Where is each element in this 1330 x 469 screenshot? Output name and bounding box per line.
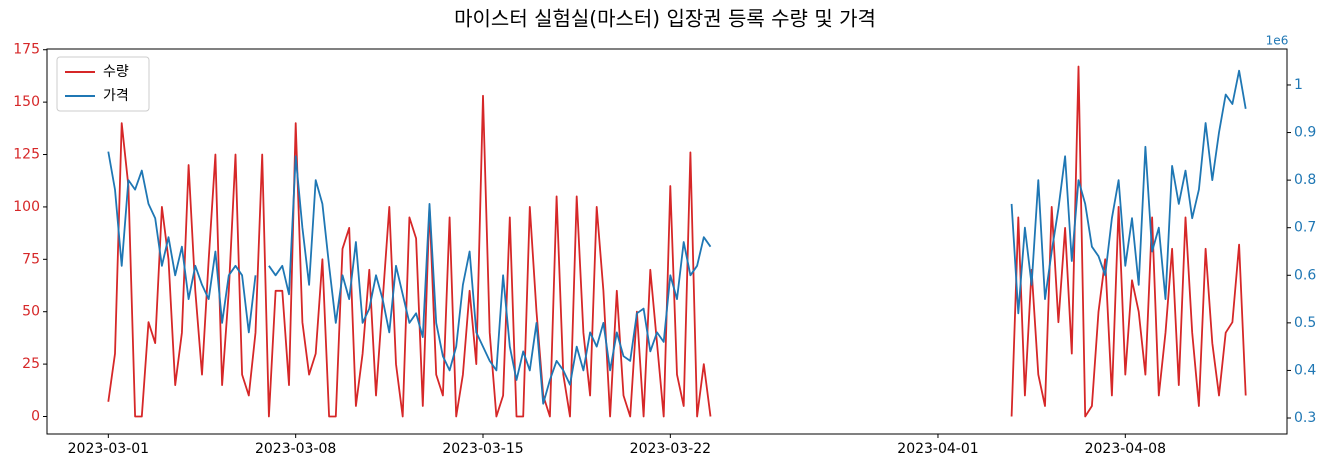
legend-box: [56, 56, 150, 112]
y-tick-label: 100: [13, 199, 40, 215]
y2-tick-label: 0.5: [1294, 315, 1316, 331]
y2-tick-label: 0.9: [1294, 125, 1316, 141]
chart-title: 마이스터 실험실(마스터) 입장권 등록 수량 및 가격: [454, 7, 876, 31]
x-tick-label: 2023-03-01: [68, 441, 149, 457]
x-tick-label: 2023-03-15: [442, 441, 523, 457]
legend-label: 가격: [103, 88, 129, 104]
y-tick-label: 25: [22, 356, 40, 372]
y2-tick-label: 0.7: [1294, 220, 1316, 236]
y2-tick-label: 0.3: [1294, 410, 1316, 426]
y-tick-label: 0: [31, 409, 40, 425]
y-tick-label: 75: [22, 251, 40, 267]
y-tick-label: 125: [13, 147, 40, 163]
x-tick-label: 2023-03-22: [630, 441, 711, 457]
legend-label: 수량: [103, 64, 129, 80]
y2-tick-label: 1: [1294, 77, 1303, 93]
offset-label: 1e6: [1266, 34, 1289, 48]
y2-tick-label: 0.4: [1294, 362, 1316, 378]
y-tick-label: 150: [13, 94, 40, 110]
y-tick-label: 50: [22, 304, 40, 320]
y2-tick-label: 0.6: [1294, 267, 1316, 283]
y2-tick-label: 0.8: [1294, 172, 1316, 188]
x-tick-label: 2023-04-01: [897, 441, 978, 457]
y-tick-label: 175: [13, 42, 40, 58]
plot-frame: [46, 48, 1288, 435]
x-tick-label: 2023-04-08: [1085, 441, 1166, 457]
x-tick-label: 2023-03-08: [255, 441, 336, 457]
series-line: [107, 65, 1247, 418]
series-line: [107, 69, 1247, 405]
